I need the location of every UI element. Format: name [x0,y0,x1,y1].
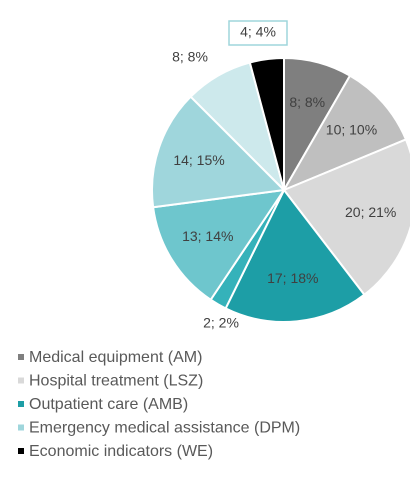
legend-label: Economic indicators (WE) [29,443,213,460]
legend-label: Hospital treatment (LSZ) [29,373,203,390]
legend-swatch [18,377,24,384]
pie-slice [151,95,287,209]
legend-swatch [18,354,24,360]
pie-slice [152,188,287,302]
legend-swatch [18,424,24,431]
pie-slice [281,74,408,193]
data-label: 14; 15% [173,152,224,168]
data-label: 8; 8% [172,49,208,65]
data-label: 17; 18% [267,270,318,286]
pie-slice [224,188,366,323]
legend-swatch [18,401,24,407]
data-label: 4; 4% [240,24,276,40]
data-label: 2; 2% [203,315,239,331]
data-label: 10; 10% [326,122,377,138]
legend-label: Emergency medical assistance (DPM) [29,420,300,437]
label-box [228,20,288,46]
legend-swatch [18,448,24,454]
legend-label: Outpatient care (AMB) [29,396,188,413]
data-label: 13; 14% [182,228,233,244]
data-label: 20; 21% [345,204,396,220]
pie-slice [282,138,410,297]
data-label: 8; 8% [289,94,325,110]
pie-slice [248,56,285,191]
legend-label: Medical equipment (AM) [29,349,202,366]
